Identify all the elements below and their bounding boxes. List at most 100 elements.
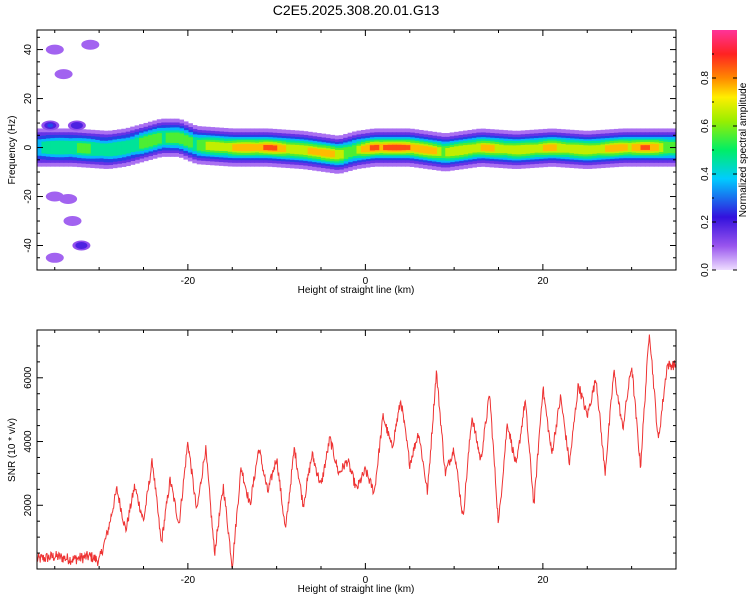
spectrogram-cell xyxy=(227,143,233,152)
spectrogram-cell xyxy=(542,144,548,152)
spectrogram-x-label: Height of straight line (km) xyxy=(298,285,415,296)
spectrogram-cell xyxy=(50,140,56,155)
spectrogram-cell xyxy=(538,143,544,153)
spectrogram-cell xyxy=(85,143,91,154)
snr-x-tick-label: -20 xyxy=(181,575,196,586)
spectrogram-cell xyxy=(440,146,446,158)
spectrogram-cell xyxy=(241,143,247,152)
spectrogram-cell xyxy=(267,145,273,151)
spectrogram-cell xyxy=(152,134,158,146)
spectrogram-cell xyxy=(556,143,562,153)
spectrogram-y-tick-label: 20 xyxy=(23,93,34,105)
spectrogram-cell xyxy=(285,144,291,154)
spectrogram-y-tick-label: 0 xyxy=(23,144,34,150)
spectrogram-cell xyxy=(116,141,122,156)
spectrogram-cell xyxy=(214,142,220,151)
spectrogram-cell xyxy=(400,144,406,151)
spectrogram-cell xyxy=(565,144,571,153)
spectrogram-cell xyxy=(338,149,344,159)
spectrogram-cell xyxy=(307,147,313,155)
spectrogram-cell xyxy=(494,144,500,154)
spectrogram-cell xyxy=(520,144,526,155)
snr-panel: -20 0 20 2000 4000 6000 Height of straight l… xyxy=(7,329,677,595)
colorbar-tick-label: 0.0 xyxy=(700,263,711,277)
spectrogram-cell xyxy=(471,144,477,153)
spectrogram-cell xyxy=(218,142,224,151)
spectrogram-cell xyxy=(360,145,366,153)
spectrogram-cell xyxy=(458,145,464,155)
spectrogram-cell xyxy=(156,133,162,144)
spectrogram-cell xyxy=(223,143,229,152)
spectrogram-cell xyxy=(325,149,331,157)
spectrogram-cell xyxy=(245,143,251,152)
spectrogram-cell xyxy=(201,139,207,152)
spectrogram-cell xyxy=(587,145,593,155)
spectrogram-cell xyxy=(431,147,437,155)
spectrogram-cell xyxy=(63,140,69,155)
spectrogram-blob xyxy=(63,216,82,226)
colorbar-tick-label: 0.4 xyxy=(700,167,711,181)
spectrogram-cell xyxy=(196,139,202,151)
spectrogram-cell xyxy=(170,132,176,143)
spectrogram-cell xyxy=(281,145,287,152)
spectrogram-cell xyxy=(618,144,624,152)
spectrogram-y-tick-label: -40 xyxy=(23,238,34,253)
spectrogram-blob xyxy=(81,39,100,50)
spectrogram-x-tick-label: 0 xyxy=(363,276,369,287)
spectrogram-cell xyxy=(232,144,238,151)
spectrogram-cell xyxy=(582,145,588,155)
spectrogram-cell xyxy=(90,142,96,156)
spectrogram-cell xyxy=(99,143,105,156)
spectrogram-cell xyxy=(316,149,322,156)
spectrogram-blob xyxy=(45,191,64,202)
spectrogram-cell xyxy=(289,144,295,154)
spectrogram-cell xyxy=(383,145,389,151)
snr-x-label: Height of straight line (km) xyxy=(298,584,415,595)
spectrogram-cell xyxy=(187,137,193,148)
spectrogram-cell xyxy=(179,133,185,144)
snr-x-tick-label: 0 xyxy=(363,575,369,586)
spectrogram-cell xyxy=(365,144,371,153)
spectrogram-cell xyxy=(467,144,473,154)
snr-x-tick-label: 20 xyxy=(537,575,549,586)
spectrogram-blob xyxy=(75,242,88,249)
spectrogram-cell xyxy=(636,143,642,152)
snr-x-ticks: -20 0 20 xyxy=(54,330,677,586)
spectrogram-cell xyxy=(436,147,442,156)
spectrogram-cell xyxy=(578,144,584,155)
spectrogram-cell xyxy=(72,140,78,155)
snr-y-label: SNR (10 * v/v) xyxy=(7,418,18,482)
spectrogram-cell xyxy=(644,145,650,150)
spectrogram-blob xyxy=(45,44,64,55)
spectrogram-y-label: Frequency (Hz) xyxy=(7,116,18,185)
colorbar: 0.0 0.2 0.4 0.6 0.8 Normalized spectral ampl… xyxy=(700,30,749,277)
spectrogram-cell xyxy=(511,145,517,155)
spectrogram-cell xyxy=(378,143,384,152)
chart-title: C2E5.2025.308.20.01.G13 xyxy=(273,2,440,18)
spectrogram-cell xyxy=(298,145,304,155)
spectrogram-cell xyxy=(573,144,579,154)
spectrogram-cell xyxy=(134,137,140,152)
spectrogram-cell xyxy=(303,145,309,155)
spectrogram-cell xyxy=(76,143,82,153)
spectrogram-cell xyxy=(605,145,611,152)
spectrogram-y-ticks: -40 -20 0 20 40 xyxy=(23,36,676,259)
spectrogram-cell xyxy=(596,145,602,154)
spectrogram-cell xyxy=(165,132,171,143)
spectrogram-blob xyxy=(47,123,54,128)
spectrogram-cell xyxy=(569,144,575,154)
spectrogram-cell xyxy=(405,145,411,150)
spectrogram-cell xyxy=(81,143,87,154)
spectrogram-frame xyxy=(36,29,677,271)
snr-series-line xyxy=(37,334,676,569)
spectrogram-cell xyxy=(627,142,633,153)
spectrogram-cell xyxy=(640,145,646,150)
snr-y-tick-label: 4000 xyxy=(23,430,34,453)
spectrogram-cell xyxy=(454,146,460,156)
spectrogram-cell xyxy=(250,144,256,152)
spectrogram-cell xyxy=(551,144,557,151)
spectrogram-panel: -20 0 20 -40 -20 0 20 40 Height of straight li… xyxy=(7,29,677,296)
spectrogram-cell xyxy=(498,144,504,154)
snr-y-ticks: 2000 4000 6000 xyxy=(23,329,676,554)
